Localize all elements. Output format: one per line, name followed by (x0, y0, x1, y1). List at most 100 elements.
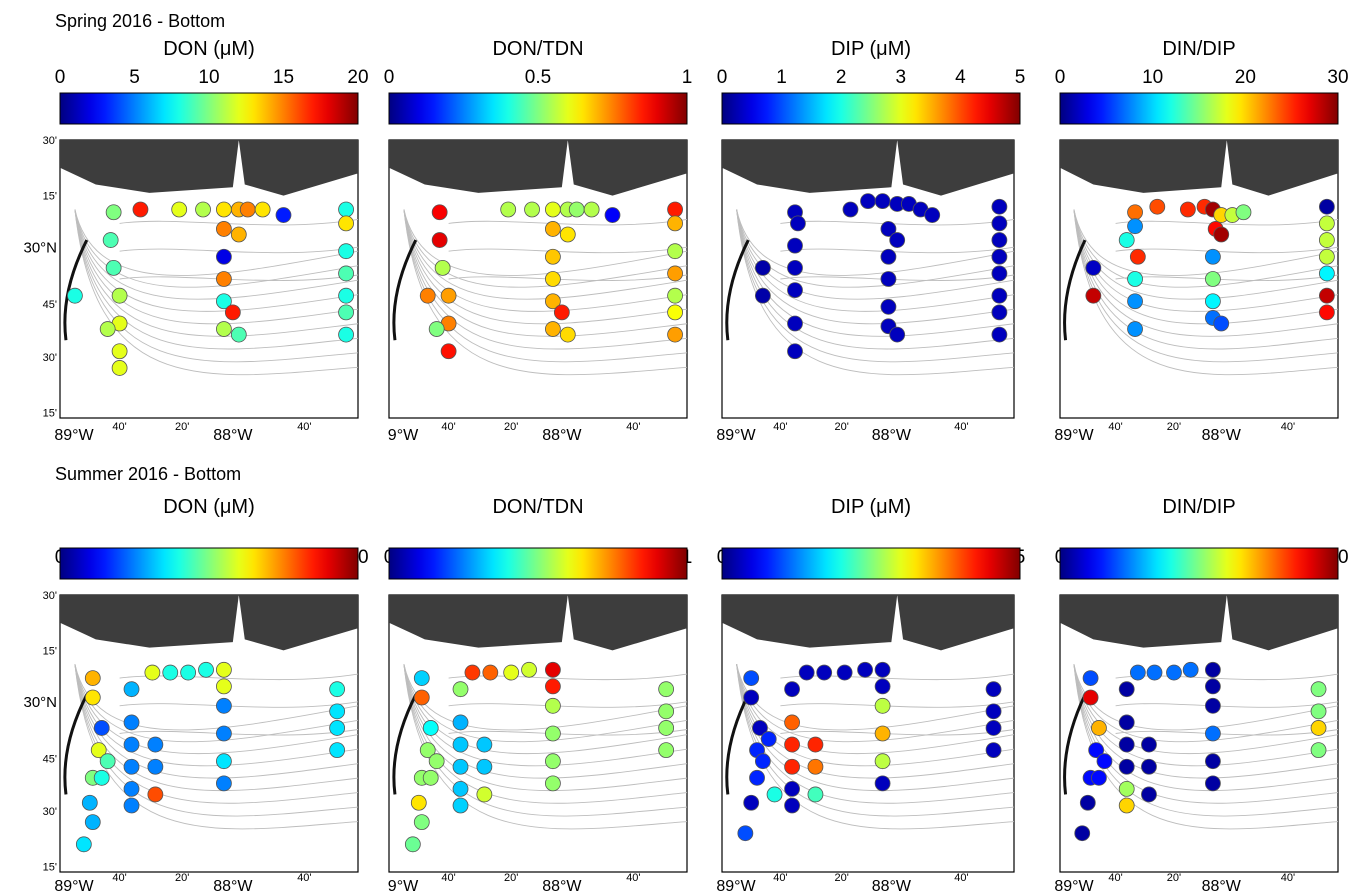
isobath-line (736, 209, 1015, 300)
station-marker (123, 681, 140, 698)
station-marker (162, 664, 179, 681)
coastline-land (60, 140, 358, 196)
station-marker (1079, 794, 1096, 811)
station-marker (737, 825, 754, 842)
colorbar-tick-label: 5 (129, 67, 140, 88)
isobath-line (74, 664, 359, 779)
station-marker (428, 321, 445, 337)
station-marker (807, 786, 824, 803)
station-marker (410, 794, 427, 811)
station-marker (521, 661, 537, 678)
isobath-line (74, 209, 359, 376)
station-marker (991, 248, 1008, 265)
map (721, 594, 1015, 873)
colorbar (59, 92, 359, 125)
station-marker (1082, 670, 1099, 686)
isobath-line (74, 209, 359, 276)
longitude-tick-label: 20' (504, 421, 518, 433)
station-marker (784, 758, 800, 775)
isobath-line (403, 209, 688, 312)
station-marker (798, 664, 815, 681)
station-marker (329, 720, 346, 736)
latitude-tick-label: 15' (43, 407, 57, 419)
longitude-tick-label: 20' (175, 872, 189, 884)
longitude-tick-label: 40' (441, 872, 455, 884)
station-marker (452, 797, 469, 814)
longitude-tick-label: 40' (441, 421, 455, 433)
colorbar-tick-label: 1 (682, 67, 693, 88)
isobath-line (736, 664, 1015, 779)
colorbar (388, 92, 688, 125)
barrier-islands (1063, 239, 1087, 341)
station-marker (1118, 232, 1135, 248)
station-marker (545, 221, 561, 237)
isobath-line (1073, 209, 1339, 276)
station-marker (413, 689, 430, 706)
latitude-tick-label: 15' (43, 861, 57, 873)
station-marker (583, 201, 600, 218)
station-marker (171, 201, 188, 218)
station-marker (1082, 689, 1099, 706)
station-marker (991, 326, 1008, 343)
station-marker (807, 736, 824, 753)
station-marker (667, 215, 683, 232)
colorbar-label: DON/TDN (492, 496, 583, 518)
station-marker (1127, 204, 1143, 221)
colorbar-tick-label: 10 (1142, 67, 1163, 88)
isobath-line (736, 209, 1015, 337)
longitude-tick-label: 89°W (1054, 878, 1094, 895)
station-marker (860, 193, 876, 210)
coastline-land (722, 140, 1014, 196)
station-marker (784, 797, 800, 814)
colorbar-tick-label: 1 (776, 67, 787, 88)
station-marker (440, 287, 457, 304)
station-marker (1088, 742, 1105, 759)
station-marker (1118, 736, 1135, 753)
station-marker (1205, 271, 1221, 287)
station-marker (1129, 248, 1146, 265)
station-marker (658, 742, 675, 759)
station-marker (431, 232, 448, 248)
station-marker (1149, 198, 1166, 215)
colorbar-tick-label: 5 (1015, 67, 1026, 88)
station-marker (754, 259, 771, 276)
station-marker (419, 287, 436, 304)
station-marker (111, 343, 128, 360)
station-marker (215, 775, 232, 792)
station-marker (991, 265, 1008, 282)
station-marker (743, 689, 760, 706)
longitude-tick-label: 40' (297, 421, 311, 433)
station-marker (784, 714, 800, 731)
station-marker (482, 664, 499, 681)
station-marker (787, 237, 803, 254)
station-marker (254, 201, 271, 218)
isobath-line (1073, 664, 1339, 817)
station-marker (559, 226, 576, 243)
longitude-tick-label: 88°W (542, 427, 582, 444)
latitude-tick-label: 30°N (23, 694, 57, 711)
longitude-tick-label: 40' (626, 872, 640, 884)
panel-spring-3: DIP (μM) 0 1 2 3 4 5 89°W 40' 20' 88°W 40' (716, 38, 1025, 444)
station-marker (111, 287, 128, 304)
colorbar-label: DON/TDN (492, 38, 583, 60)
station-marker (991, 304, 1008, 321)
station-marker (1127, 321, 1143, 337)
panel-summer-1: DON (μM)0510152030'15'30°N45'30'15'89°W4… (23, 496, 368, 895)
station-marker (434, 259, 451, 276)
longitude-tick-label: 88°W (1202, 427, 1242, 444)
longitude-tick-label: 88°W (872, 878, 912, 895)
isobath-line (74, 209, 359, 300)
station-marker (991, 215, 1008, 232)
station-marker (667, 326, 683, 343)
station-marker (667, 287, 683, 304)
isobath-line (403, 209, 688, 288)
barrier-islands (392, 694, 418, 795)
longitude-tick-label: 40' (1281, 872, 1295, 884)
colorbar-tick-label: 4 (955, 67, 966, 88)
station-marker (784, 781, 800, 797)
isobath-line (403, 209, 688, 276)
station-marker (1205, 678, 1221, 695)
station-marker (422, 769, 439, 786)
